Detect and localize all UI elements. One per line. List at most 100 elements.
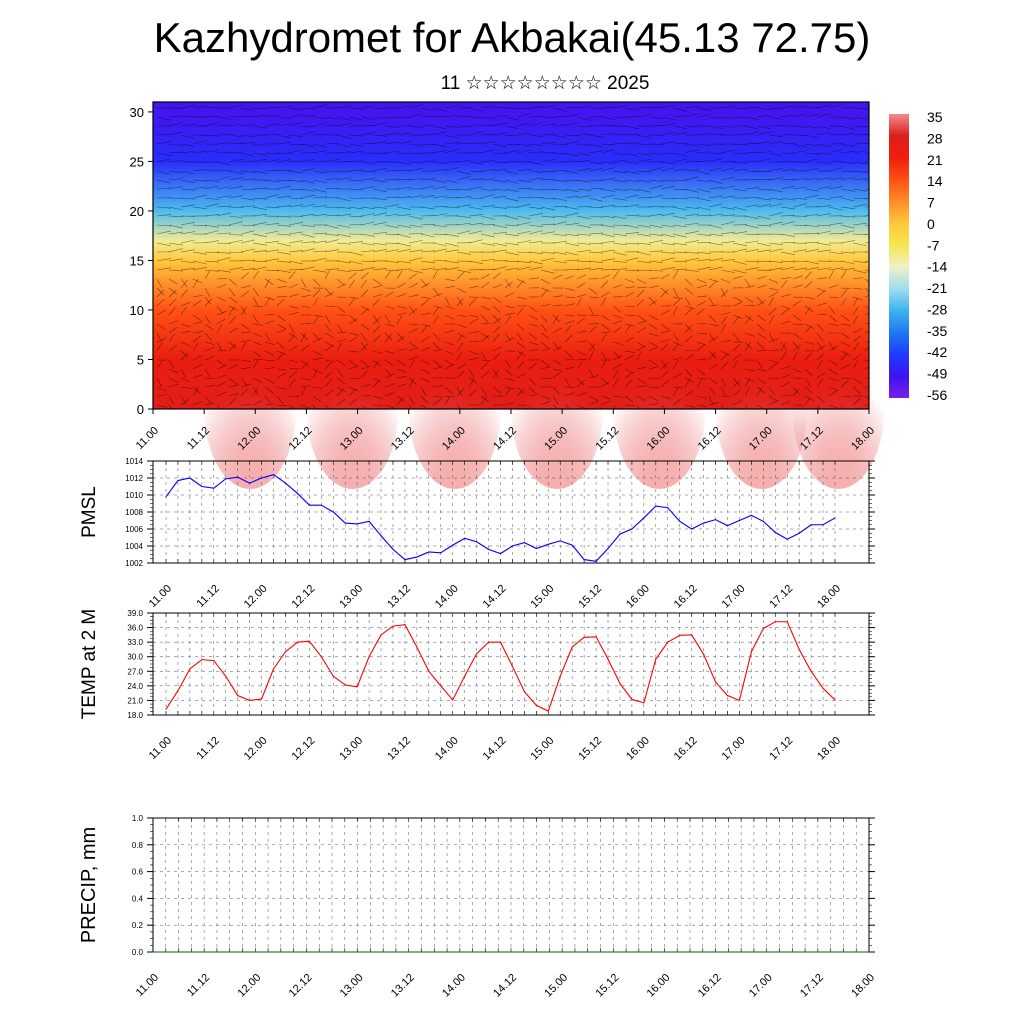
ytick-label: 1.0 (132, 814, 144, 823)
data-point (822, 524, 824, 526)
data-point (332, 511, 334, 513)
data-point (249, 482, 251, 484)
xtick-label: 14.00 (433, 583, 461, 611)
xtick-label: 12.00 (235, 972, 263, 1000)
data-point (774, 621, 776, 623)
wind-vectors (156, 104, 869, 409)
data-point (523, 691, 525, 693)
xtick-label: 11.00 (147, 583, 174, 610)
colorbar-label: 35 (927, 109, 943, 125)
data-point (272, 668, 275, 670)
data-point (798, 532, 800, 534)
data-point (583, 559, 585, 561)
ytick-label: 30.0 (127, 653, 143, 662)
data-point (416, 646, 418, 648)
data-point (213, 660, 215, 662)
data-point (655, 505, 657, 507)
data-point (726, 694, 729, 697)
colorbar-label: -49 (927, 366, 947, 382)
colorbar-label: 28 (927, 130, 943, 146)
heatmap-ytick-label: 30 (130, 105, 144, 120)
panel-ylabel: PRECIP, mm (78, 827, 100, 943)
data-point (249, 699, 251, 702)
xtick-label: 11.12 (195, 735, 222, 762)
panel-ylabel: TEMP at 2 M (79, 609, 100, 720)
data-point (679, 634, 681, 636)
xtick-label: 13.00 (337, 735, 365, 763)
data-point (189, 477, 191, 479)
xtick-label: 18.00 (815, 583, 843, 611)
data-point (547, 710, 549, 712)
data-point (296, 492, 299, 494)
data-point (237, 476, 239, 478)
data-point (571, 544, 573, 546)
data-point (177, 690, 179, 692)
colorbar-label: -35 (927, 323, 947, 339)
data-point (667, 507, 669, 509)
heatmap-ytick-label: 15 (130, 253, 144, 268)
xtick-label: 14.00 (433, 735, 461, 763)
data-point (320, 656, 322, 658)
data-point (595, 636, 597, 638)
ytick-label: 39.0 (127, 609, 143, 618)
data-point (655, 658, 657, 660)
data-point (225, 675, 227, 677)
data-point (177, 479, 179, 482)
xtick-label: 16.12 (672, 735, 700, 763)
colorbar-label: -21 (927, 280, 947, 296)
data-point (571, 646, 573, 648)
xtick-label: 12.00 (242, 735, 270, 763)
data-point (726, 525, 729, 527)
ytick-label: 1012 (125, 474, 143, 483)
data-point (511, 545, 514, 547)
xtick-label: 14.12 (481, 735, 509, 763)
xtick-label: 14.00 (440, 972, 468, 1000)
ytick-label: 1008 (125, 508, 143, 517)
ytick-label: 0.8 (132, 841, 144, 850)
heatmap-xtick-label: 11.00 (134, 425, 161, 452)
xtick-label: 17.12 (767, 583, 795, 611)
data-point (392, 625, 394, 627)
data-point (691, 634, 693, 636)
data-point (464, 675, 466, 677)
data-point (284, 482, 287, 484)
colorbar-label: 0 (927, 216, 935, 232)
data-point (595, 560, 597, 562)
xtick-label: 17.00 (720, 583, 748, 611)
panel-frame (152, 460, 870, 564)
data-point (392, 548, 394, 551)
data-point (332, 675, 334, 677)
ytick-label: 1004 (125, 542, 143, 551)
ytick-label: 18.0 (127, 711, 143, 720)
data-point (714, 519, 717, 521)
xtick-label: 12.12 (290, 583, 318, 611)
xtick-label: 11.00 (147, 735, 174, 762)
data-point (798, 648, 800, 651)
xtick-label: 13.00 (338, 972, 366, 1000)
data-point (535, 547, 537, 550)
data-point (213, 487, 215, 489)
data-point (344, 684, 346, 686)
xtick-label: 15.12 (576, 735, 604, 763)
ytick-label: 0.6 (132, 868, 144, 877)
data-point (225, 478, 227, 480)
data-point (643, 702, 645, 704)
xtick-label: 18.00 (815, 735, 843, 763)
ytick-label: 0.4 (132, 894, 144, 903)
xtick-label: 15.00 (542, 972, 570, 1000)
data-point (165, 496, 167, 498)
colorbar-label: -42 (927, 344, 947, 360)
data-point (691, 528, 693, 530)
heatmap-ytick-label: 25 (130, 154, 144, 169)
xtick-label: 16.12 (696, 972, 724, 1000)
data-point (619, 682, 621, 685)
xtick-label: 11.00 (134, 972, 161, 999)
data-point (380, 634, 382, 636)
xtick-label: 15.12 (593, 972, 621, 1000)
chart-subtitle: 11 ☆☆☆☆☆☆☆☆ 2025 (440, 73, 650, 94)
data-point (738, 699, 741, 702)
ytick-label: 21.0 (127, 696, 143, 705)
ytick-label: 0.0 (132, 948, 144, 957)
colorbar-label: -14 (927, 259, 947, 275)
